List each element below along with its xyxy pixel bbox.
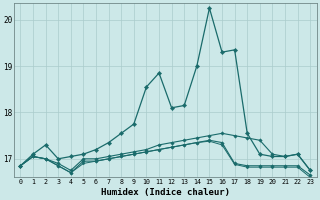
X-axis label: Humidex (Indice chaleur): Humidex (Indice chaleur) (101, 188, 230, 197)
